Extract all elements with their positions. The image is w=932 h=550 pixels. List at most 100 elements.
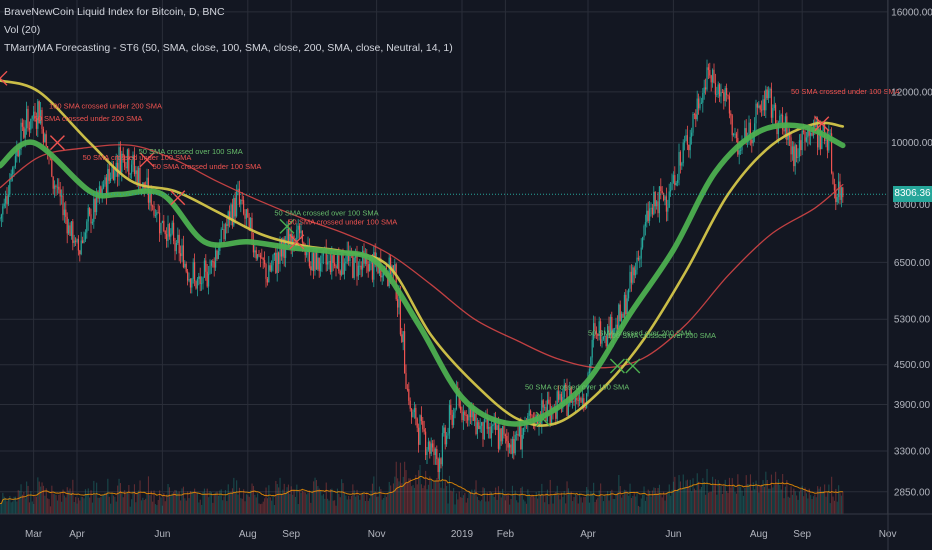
cross-marker-up — [279, 218, 295, 234]
volume-bar — [604, 494, 606, 514]
legend-indicator: TMarryMA Forecasting - ST6 (50, SMA, clo… — [4, 42, 453, 54]
x-tick-label: Jun — [154, 529, 170, 540]
candle-body — [182, 245, 184, 268]
candle-body — [833, 184, 835, 191]
volume-bar — [556, 485, 558, 514]
volume-bar — [420, 484, 422, 514]
volume-bar — [546, 489, 548, 514]
volume-bar — [455, 493, 457, 514]
candle-body — [499, 428, 501, 449]
candle-body — [576, 397, 578, 401]
volume-bar — [632, 495, 634, 514]
candle-body — [54, 185, 56, 189]
volume-bar — [408, 478, 410, 514]
candle-body — [686, 135, 688, 145]
candle-body — [730, 113, 732, 116]
candle-body — [749, 122, 751, 140]
volume-bar — [194, 488, 196, 514]
volume-bar — [636, 492, 638, 514]
volume-bar — [45, 488, 47, 514]
candle-body — [299, 225, 301, 234]
candle-body — [56, 186, 58, 188]
volume-bar — [360, 494, 362, 514]
volume-bar — [209, 491, 211, 514]
volume-bar — [689, 479, 691, 514]
volume-bar — [720, 486, 722, 514]
volume-bar — [405, 470, 407, 514]
volume-bar — [451, 491, 453, 514]
candle-body — [618, 304, 620, 331]
volume-bar — [394, 476, 396, 514]
volume-bar — [664, 500, 666, 514]
volume-bar — [654, 488, 656, 514]
candle-body — [216, 250, 218, 260]
volume-bar — [754, 489, 756, 514]
volume-bar — [661, 497, 663, 514]
candle-body — [436, 448, 438, 459]
cross-marker-down — [0, 70, 8, 86]
candle-body — [360, 265, 362, 270]
candle-body — [69, 225, 71, 236]
cross-marker-down — [170, 190, 186, 206]
volume-bar — [124, 490, 126, 514]
candle-body — [434, 448, 436, 456]
volume-bar — [551, 495, 553, 514]
volume-bar — [467, 498, 469, 514]
candle-body — [824, 122, 826, 141]
candle-body — [411, 408, 413, 418]
volume-bar — [758, 492, 760, 514]
volume-bar — [237, 494, 239, 514]
candle-body — [447, 433, 449, 436]
candle-body — [397, 299, 399, 308]
volume-bar — [815, 497, 817, 514]
volume-bar — [574, 494, 576, 514]
y-tick-label: 3300.00 — [894, 446, 931, 457]
volume-bar — [416, 484, 418, 514]
candle-body — [13, 166, 15, 168]
volume-bar — [503, 494, 505, 514]
candle-body — [451, 414, 453, 425]
cross-stroke — [170, 190, 186, 206]
candle-body — [68, 225, 70, 234]
candle-body — [3, 203, 5, 207]
candle-body — [446, 435, 448, 445]
candle-body — [177, 234, 179, 244]
x-tick-label: Sep — [793, 529, 811, 540]
volume-bar — [313, 481, 315, 514]
candle-body — [241, 199, 243, 201]
volume-bar — [488, 501, 490, 514]
volume-bar — [453, 487, 455, 514]
volume-bar — [786, 480, 788, 514]
volume-bar — [430, 479, 432, 514]
candle-body — [89, 207, 91, 215]
volume-bar — [838, 485, 840, 514]
volume-bar — [355, 496, 357, 514]
volume-bar — [160, 497, 162, 514]
candle-body — [511, 439, 513, 454]
volume-bar — [181, 488, 183, 514]
candle-body — [401, 334, 403, 342]
candle-body — [87, 207, 89, 222]
volume-bar — [112, 495, 114, 514]
candle-body — [728, 96, 730, 114]
volume-bar — [290, 486, 292, 514]
volume-bar — [299, 490, 301, 514]
volume-bar — [24, 498, 26, 514]
volume-bar — [674, 476, 676, 514]
volume-bar — [450, 490, 452, 514]
volume-bar — [492, 494, 494, 514]
candle-body — [818, 128, 820, 148]
volume-bar — [317, 486, 319, 514]
candle-body — [510, 444, 512, 454]
candle-body — [166, 234, 168, 241]
volume-bar — [812, 496, 814, 514]
volume-bar — [131, 499, 133, 514]
candle-body — [521, 434, 523, 450]
volume-bar — [156, 505, 158, 514]
candle-body — [503, 426, 505, 435]
volume-bar — [138, 490, 140, 514]
volume-bar — [87, 488, 89, 514]
volume-bar — [33, 503, 35, 514]
volume-bar — [611, 489, 613, 514]
